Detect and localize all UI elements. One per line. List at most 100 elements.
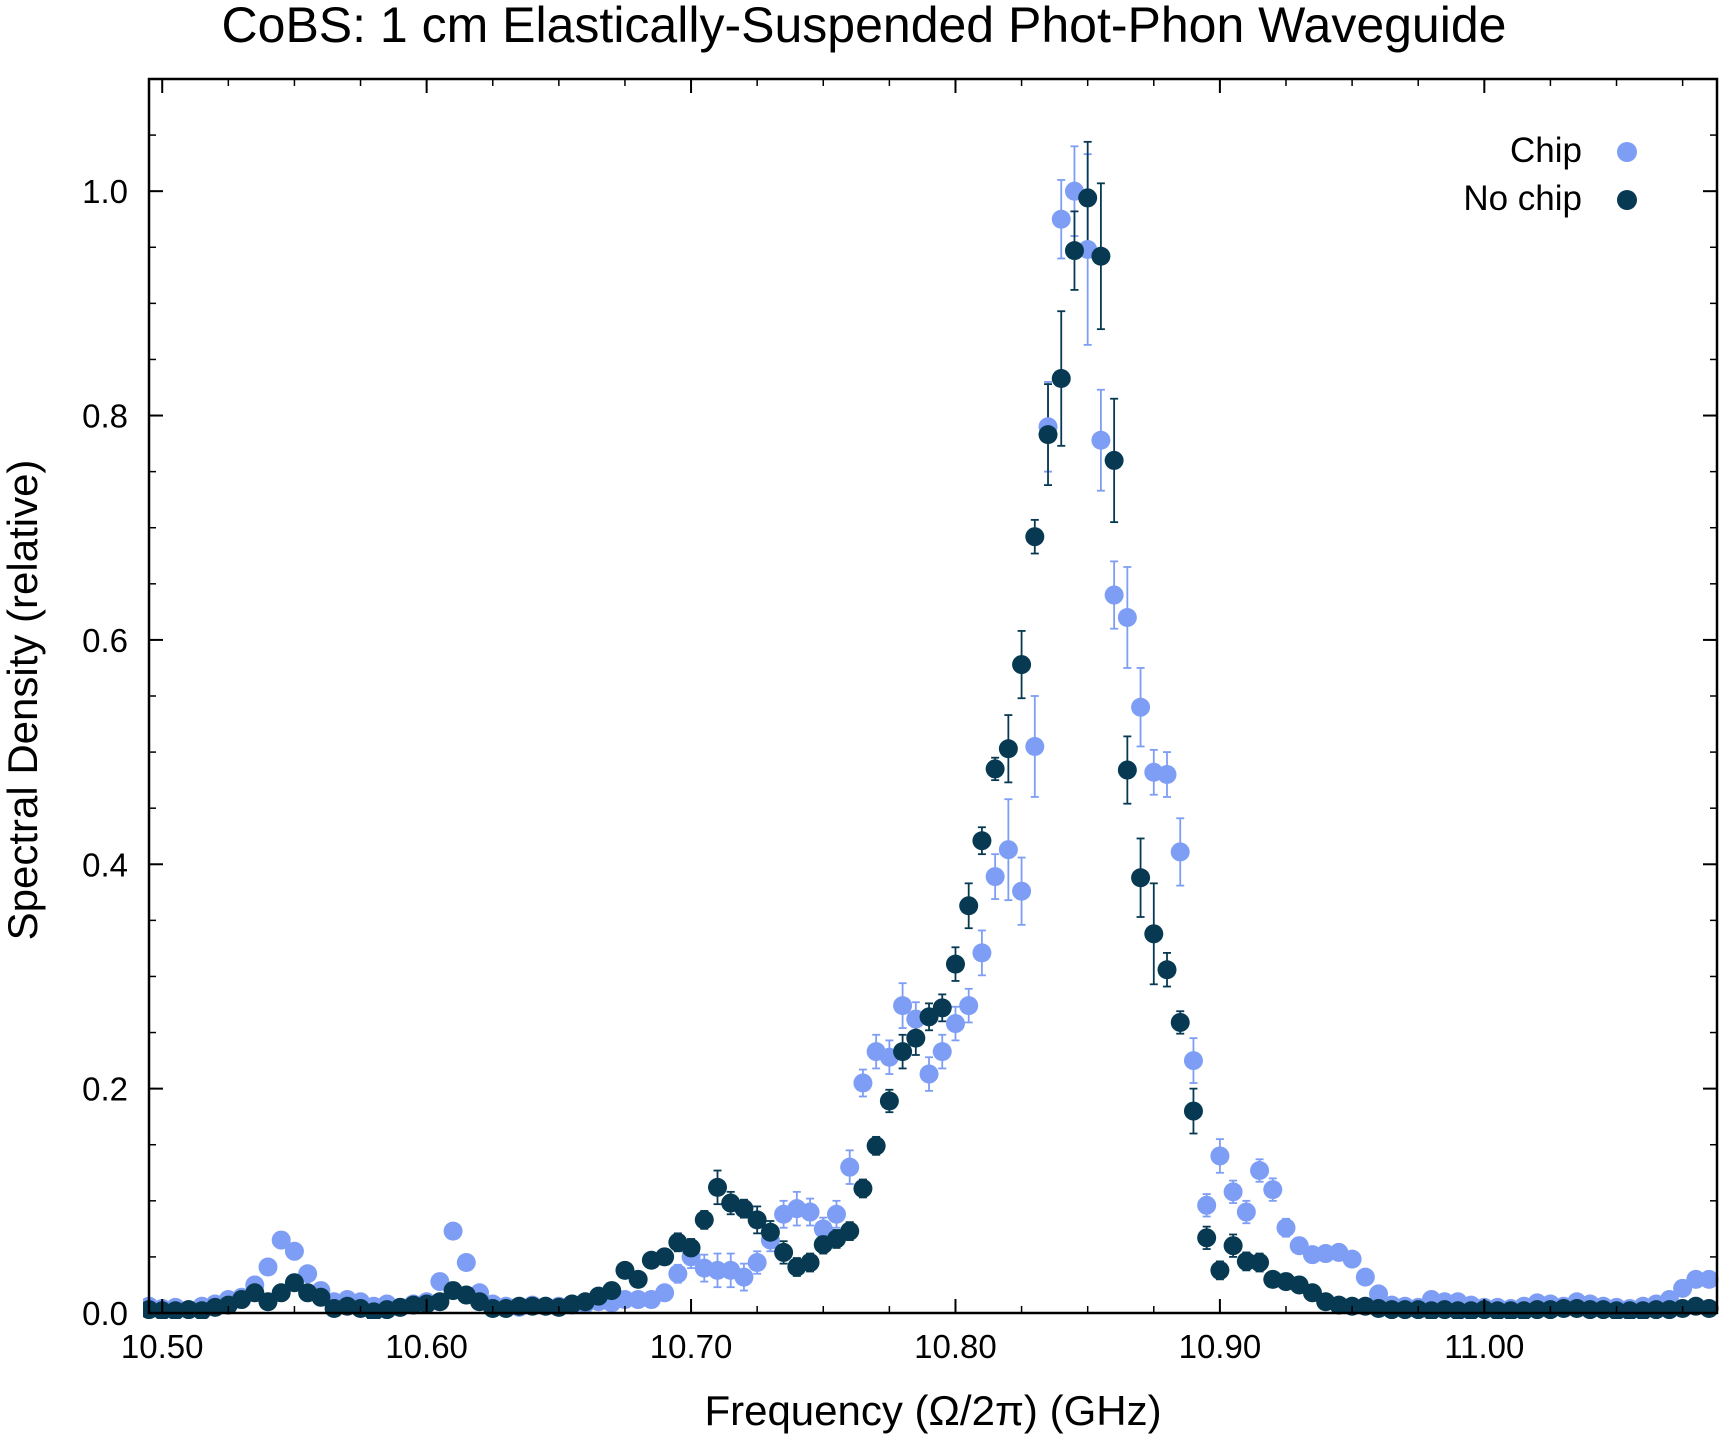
data-point-no-chip bbox=[747, 1210, 767, 1230]
y-tick-label: 0.8 bbox=[82, 398, 128, 435]
data-point-chip bbox=[1276, 1218, 1296, 1238]
data-point-chip bbox=[1355, 1267, 1375, 1287]
data-point-no-chip bbox=[1157, 960, 1177, 980]
data-point-chip bbox=[707, 1260, 727, 1280]
data-point-chip bbox=[734, 1267, 754, 1287]
y-tick-label: 0.0 bbox=[82, 1295, 128, 1332]
data-point-chip bbox=[800, 1202, 820, 1222]
legend-marker-no-chip bbox=[1617, 190, 1637, 210]
data-point-no-chip bbox=[906, 1028, 926, 1048]
error-bars-chip bbox=[145, 145, 1714, 1314]
data-point-no-chip bbox=[522, 1296, 542, 1316]
data-point-no-chip bbox=[311, 1287, 331, 1307]
data-point-no-chip bbox=[1078, 188, 1098, 208]
data-point-chip bbox=[1210, 1146, 1230, 1166]
data-point-chip bbox=[1157, 765, 1177, 785]
data-point-chip bbox=[1012, 881, 1032, 901]
data-point-no-chip bbox=[628, 1269, 648, 1289]
data-point-chip bbox=[1131, 697, 1151, 717]
y-tick-label: 1.0 bbox=[82, 173, 128, 210]
data-point-chip bbox=[1342, 1249, 1362, 1269]
data-point-chip bbox=[1170, 842, 1190, 862]
data-point-no-chip bbox=[694, 1210, 714, 1230]
data-point-no-chip bbox=[1064, 241, 1084, 261]
data-point-chip bbox=[1091, 430, 1111, 450]
data-point-no-chip bbox=[1183, 1101, 1203, 1121]
data-point-chip bbox=[945, 1014, 965, 1034]
data-point-no-chip bbox=[1117, 760, 1137, 780]
data-point-no-chip bbox=[1250, 1253, 1270, 1273]
data-point-no-chip bbox=[1580, 1300, 1600, 1319]
data-point-no-chip bbox=[840, 1221, 860, 1241]
data-point-no-chip bbox=[893, 1042, 913, 1062]
data-point-chip bbox=[1051, 209, 1071, 229]
data-point-no-chip bbox=[853, 1178, 873, 1198]
data-point-chip bbox=[1104, 585, 1124, 605]
data-point-no-chip bbox=[1025, 527, 1045, 547]
data-point-chip bbox=[668, 1264, 688, 1284]
data-point-chip bbox=[1236, 1202, 1256, 1222]
data-points bbox=[143, 181, 1719, 1319]
x-tick-label: 10.90 bbox=[1179, 1328, 1262, 1365]
data-point-no-chip bbox=[509, 1296, 529, 1316]
data-point-no-chip bbox=[866, 1136, 886, 1156]
data-point-no-chip bbox=[1104, 450, 1124, 470]
data-point-no-chip bbox=[945, 954, 965, 974]
data-point-no-chip bbox=[271, 1283, 291, 1303]
data-point-no-chip bbox=[1051, 369, 1071, 389]
data-point-no-chip bbox=[707, 1177, 727, 1197]
data-point-chip bbox=[959, 996, 979, 1016]
error-bars bbox=[145, 140, 1714, 1314]
data-point-no-chip bbox=[1223, 1236, 1243, 1256]
plot-frame bbox=[147, 77, 1719, 1315]
data-point-chip bbox=[1197, 1195, 1217, 1215]
y-tick-label: 0.4 bbox=[82, 846, 128, 883]
data-point-no-chip bbox=[932, 998, 952, 1018]
data-point-no-chip bbox=[734, 1199, 754, 1219]
legend-label-no-chip: No chip bbox=[1463, 179, 1582, 218]
data-point-no-chip bbox=[1144, 924, 1164, 944]
x-tick-label: 10.80 bbox=[914, 1328, 997, 1365]
data-point-no-chip bbox=[1699, 1299, 1719, 1319]
data-point-no-chip bbox=[1527, 1300, 1547, 1319]
data-point-chip bbox=[1025, 736, 1045, 756]
data-point-no-chip bbox=[1170, 1012, 1190, 1032]
data-point-no-chip bbox=[1012, 655, 1032, 675]
series-chip bbox=[143, 181, 1719, 1319]
data-point-no-chip bbox=[1197, 1228, 1217, 1248]
legend: Chip No chip bbox=[1463, 131, 1637, 218]
x-axis-label: Frequency (Ω/2π) (GHz) bbox=[704, 1387, 1161, 1434]
data-point-chip bbox=[1183, 1051, 1203, 1071]
data-point-no-chip bbox=[800, 1253, 820, 1273]
x-tick-label: 10.70 bbox=[650, 1328, 733, 1365]
data-point-chip bbox=[284, 1241, 304, 1261]
data-point-no-chip bbox=[774, 1242, 794, 1262]
data-point-no-chip bbox=[1091, 246, 1111, 266]
data-point-chip bbox=[1117, 607, 1137, 627]
data-point-chip bbox=[628, 1290, 648, 1310]
data-point-no-chip bbox=[430, 1292, 450, 1312]
data-point-no-chip bbox=[1038, 425, 1058, 445]
data-point-no-chip bbox=[284, 1273, 304, 1293]
data-point-no-chip bbox=[655, 1247, 675, 1267]
data-point-no-chip bbox=[879, 1091, 899, 1111]
chart-title: CoBS: 1 cm Elastically-Suspended Phot-Ph… bbox=[222, 0, 1507, 53]
data-point-chip bbox=[826, 1204, 846, 1224]
data-point-chip bbox=[271, 1230, 291, 1250]
data-point-chip bbox=[1699, 1269, 1719, 1289]
axis-ticks: 10.50 10.60 10.70 10.80 10.90 11.00 0.0 0.2 0.4 0… bbox=[82, 78, 1717, 1365]
data-point-no-chip bbox=[1646, 1300, 1666, 1319]
data-point-no-chip bbox=[1382, 1300, 1402, 1319]
data-point-chip bbox=[1250, 1161, 1270, 1181]
y-tick-label: 0.6 bbox=[82, 622, 128, 659]
legend-marker-chip bbox=[1617, 142, 1637, 162]
data-point-no-chip bbox=[602, 1281, 622, 1301]
legend-label-chip: Chip bbox=[1510, 131, 1582, 170]
data-point-no-chip bbox=[959, 896, 979, 916]
data-point-chip bbox=[919, 1064, 939, 1084]
data-point-chip bbox=[747, 1253, 767, 1273]
data-point-no-chip bbox=[998, 739, 1018, 759]
data-point-chip bbox=[972, 943, 992, 963]
